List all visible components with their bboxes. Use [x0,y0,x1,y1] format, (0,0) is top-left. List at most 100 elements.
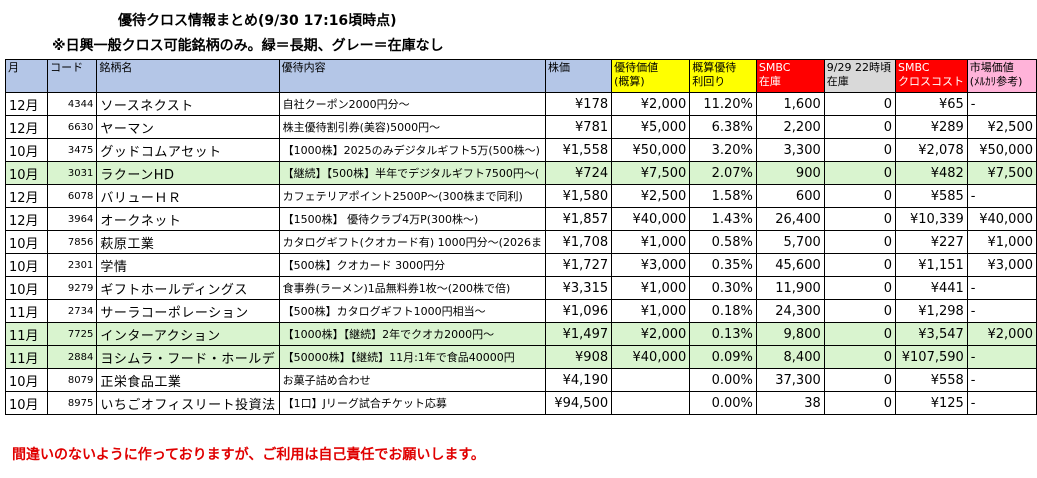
table-row: 10月 3475 グッドコムアセット 【1000株】2025のみデジタルギフト5万(5… [4,138,1037,162]
cell-month: 12月 [4,184,49,208]
cell-cross-cost: ¥1,298 [895,299,968,323]
cell-smbc-stock: 8,400 [755,345,825,369]
cell-price: ¥1,708 [544,230,613,254]
table-row: 10月 7856 萩原工業 カタログギフト(クオカード有) 1000円分～(2026ま… [4,230,1037,254]
cell-price: ¥908 [544,345,613,369]
cell-price: ¥1,580 [544,184,613,208]
cell-code: 7856 [47,230,98,254]
cell-prev-stock: 0 [823,368,897,392]
cell-market-value: - [966,299,1037,323]
cell-yield: 0.09% [689,345,757,369]
cell-smbc-stock: 1,600 [755,92,825,116]
cell-name: オークネット [96,207,280,231]
cell-code: 2301 [47,253,98,277]
cell-cross-cost: ¥585 [895,184,968,208]
table-row: 12月 4344 ソースネクスト 自社クーポン2000円分～ ¥178 ¥2,000 11.… [4,92,1037,116]
cell-price: ¥1,727 [544,253,613,277]
cell-name: ギフトホールディングス [96,276,280,300]
cell-prev-stock: 0 [823,161,897,185]
cell-value: ¥1,000 [611,276,691,300]
cell-smbc-stock: 11,900 [755,276,825,300]
cell-yield: 1.58% [689,184,757,208]
disclaimer-note: 間違いのないように作っておりますが、ご利用は自己責任でお願いします。 [12,447,485,463]
table-row: 10月 8079 正栄食品工業 お菓子詰め合わせ ¥4,190 0.00% 37,300 0 ¥… [4,368,1037,392]
cell-cross-cost: ¥482 [895,161,968,185]
cell-name: 萩原工業 [96,230,280,254]
cell-benefit: 【1000株】2025のみデジタルギフト5万(500株～) [278,138,546,162]
cell-month: 10月 [4,230,49,254]
cell-market-value: ¥7,500 [966,161,1037,185]
cell-cross-cost: ¥125 [895,391,968,415]
cell-market-value: ¥2,500 [966,115,1037,139]
cell-benefit: 【1500株】 優待クラブ4万P(300株～) [278,207,546,231]
cell-prev-stock: 0 [823,322,897,346]
cell-benefit: 食事券(ラーメン)1品無料券1枚～(200株で倍) [278,276,546,300]
cell-benefit: 【1000株】【継続】2年でクオカ2000円～ [278,322,546,346]
cell-yield: 1.43% [689,207,757,231]
cell-benefit: 株主優待割引券(美容)5000円～ [278,115,546,139]
cell-name: いちごオフィスリート投資法 [96,391,280,415]
cell-cross-cost: ¥227 [895,230,968,254]
cell-month: 11月 [4,345,49,369]
cell-value: ¥1,000 [611,299,691,323]
header-value: 優待価値 (概算) [611,59,691,93]
cell-code: 2734 [47,299,98,323]
table-row: 12月 6630 ヤーマン 株主優待割引券(美容)5000円～ ¥781 ¥5,000 6.… [4,115,1037,139]
cell-yield: 11.20% [689,92,757,116]
cell-code: 3031 [47,161,98,185]
cell-value: ¥3,000 [611,253,691,277]
cell-price: ¥1,497 [544,322,613,346]
cell-smbc-stock: 5,700 [755,230,825,254]
cell-month: 10月 [4,368,49,392]
cell-benefit: お菓子詰め合わせ [278,368,546,392]
cell-benefit: 【50000株】【継続】11月:1年で食品40000円 [278,345,546,369]
header-price: 株価 [544,59,613,93]
cell-value: ¥2,000 [611,322,691,346]
cell-month: 11月 [4,299,49,323]
cell-code: 4344 [47,92,98,116]
cell-name: 学情 [96,253,280,277]
cell-yield: 3.20% [689,138,757,162]
cell-cross-cost: ¥558 [895,368,968,392]
cell-smbc-stock: 9,800 [755,322,825,346]
cell-price: ¥1,558 [544,138,613,162]
cell-benefit: 【継続】【500株】半年でデジタルギフト7500円～( [278,161,546,185]
cell-name: グッドコムアセット [96,138,280,162]
cell-price: ¥724 [544,161,613,185]
cell-prev-stock: 0 [823,92,897,116]
cell-smbc-stock: 37,300 [755,368,825,392]
cell-yield: 0.00% [689,391,757,415]
cell-code: 9279 [47,276,98,300]
cell-name: 正栄食品工業 [96,368,280,392]
cell-market-value: - [966,276,1037,300]
cell-smbc-stock: 38 [755,391,825,415]
cell-prev-stock: 0 [823,276,897,300]
cell-prev-stock: 0 [823,391,897,415]
cell-smbc-stock: 3,300 [755,138,825,162]
cell-benefit: 【500株】カタログギフト1000円相当～ [278,299,546,323]
cell-smbc-stock: 26,400 [755,207,825,231]
cell-yield: 0.35% [689,253,757,277]
cell-cross-cost: ¥289 [895,115,968,139]
cell-month: 10月 [4,138,49,162]
cell-prev-stock: 0 [823,230,897,254]
cell-yield: 0.00% [689,368,757,392]
cell-value: ¥2,000 [611,92,691,116]
cell-name: ラクーンHD [96,161,280,185]
header-yield: 概算優待 利回り [689,59,757,93]
cell-benefit: カタログギフト(クオカード有) 1000円分～(2026ま [278,230,546,254]
header-prev-stock: 9/29 22時頃 在庫 [823,59,897,93]
table-row: 10月 3031 ラクーンHD 【継続】【500株】半年でデジタルギフト7500円～(… [4,161,1037,185]
cell-market-value: ¥2,000 [966,322,1037,346]
cell-name: ヨシムラ・フード・ホールデ [96,345,280,369]
cell-smbc-stock: 2,200 [755,115,825,139]
table-row: 11月 2884 ヨシムラ・フード・ホールデ 【50000株】【継続】11月:1年で食… [4,345,1037,369]
cell-yield: 0.18% [689,299,757,323]
table-row: 10月 9279 ギフトホールディングス 食事券(ラーメン)1品無料券1枚～(200株… [4,276,1037,300]
cell-prev-stock: 0 [823,115,897,139]
page-title: 優待クロス情報まとめ(9/30 17:16頃時点) [118,13,397,29]
table-row: 10月 2301 学情 【500株】クオカード 3000円分 ¥1,727 ¥3,000 0… [4,253,1037,277]
header-code: コード [47,59,98,93]
table-row: 11月 2734 サーラコーポレーション 【500株】カタログギフト1000円相当～ ¥… [4,299,1037,323]
table-row: 11月 7725 インターアクション 【1000株】【継続】2年でクオカ2000円～ ¥… [4,322,1037,346]
